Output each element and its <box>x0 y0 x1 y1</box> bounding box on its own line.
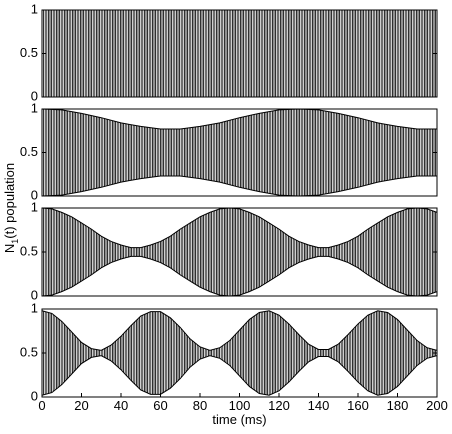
x-tick-label: 120 <box>268 398 290 413</box>
y-tick-label: 0.5 <box>20 144 38 159</box>
y-tick-label: 1 <box>31 199 38 214</box>
y-tick-label: 1 <box>31 1 38 16</box>
y-tick-label: 1 <box>31 300 38 315</box>
envelope-line <box>41 355 438 396</box>
envelope-line <box>41 108 437 130</box>
axes-frame <box>41 108 438 197</box>
y-tick-label: 0.5 <box>20 243 38 258</box>
x-tick-label: 160 <box>347 398 369 413</box>
oscillation-fill <box>42 208 437 296</box>
x-axis-label: time (ms) <box>212 412 266 427</box>
x-tick-label: 20 <box>74 398 88 413</box>
y-axis-label: N1(t) population <box>2 163 20 253</box>
x-tick-label: 40 <box>114 398 128 413</box>
y-tick-label: 0 <box>31 88 38 103</box>
envelope-line <box>41 207 438 249</box>
oscillation-fill <box>42 310 437 396</box>
x-tick-label: 100 <box>229 398 251 413</box>
x-tick-label: 0 <box>38 398 45 413</box>
envelope-line <box>41 310 438 351</box>
envelope-line <box>41 255 438 297</box>
y-tick-label: 0.5 <box>20 45 38 60</box>
y-tick-label: 0 <box>31 187 38 202</box>
x-tick-label: 200 <box>426 398 448 413</box>
x-tick-label: 180 <box>387 398 409 413</box>
axes-frame <box>41 308 438 398</box>
oscillation-fill <box>42 109 437 196</box>
y-tick-label: 0.5 <box>20 344 38 359</box>
x-tick-label: 60 <box>153 398 167 413</box>
y-tick-label: 0 <box>31 287 38 302</box>
y-tick-label: 0 <box>31 388 38 403</box>
oscillation-fill <box>42 10 437 97</box>
axes-frame <box>41 9 438 98</box>
x-tick-label: 140 <box>308 398 330 413</box>
envelope-line <box>41 175 437 197</box>
y-label-sub: 1 <box>10 239 20 244</box>
y-label-main: N <box>2 244 17 253</box>
x-tick-label: 80 <box>193 398 207 413</box>
y-tick-label: 1 <box>31 100 38 115</box>
axes-frame <box>41 207 438 297</box>
y-label-rest: (t) population <box>2 163 17 239</box>
